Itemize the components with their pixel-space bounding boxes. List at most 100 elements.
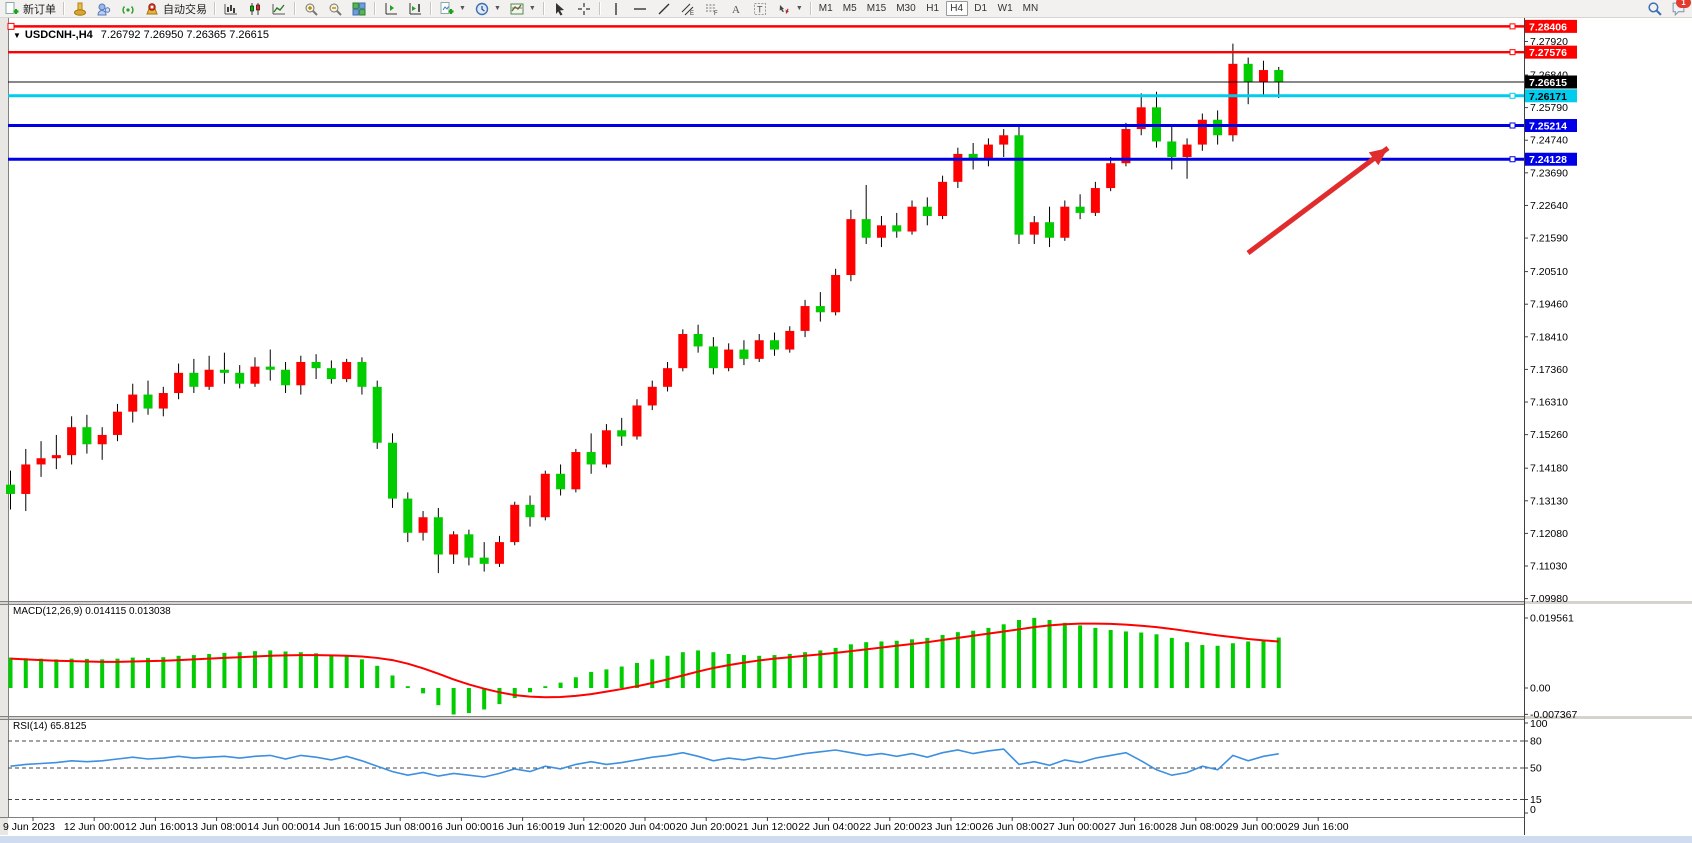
line-handle[interactable] [1509, 92, 1516, 99]
chart-shift-button[interactable] [379, 1, 403, 17]
timeframe-button-MN[interactable]: MN [1019, 1, 1043, 16]
search-icon[interactable] [1646, 1, 1662, 16]
fibonacci-tool-button[interactable]: F [700, 1, 724, 17]
candle [1029, 222, 1039, 235]
candle [388, 442, 397, 499]
vertical-line-tool-button[interactable] [604, 1, 628, 17]
candle [922, 206, 932, 217]
time-axis-label: 19 Jun 12:00 [553, 821, 614, 833]
candle [1213, 119, 1223, 136]
autotrade-label: 自动交易 [163, 3, 207, 16]
toolbar-separator [430, 2, 432, 15]
periods-button[interactable]: ▼ [470, 1, 505, 17]
line-handle[interactable] [1509, 156, 1516, 163]
macd-histogram-bar [665, 655, 670, 688]
line-chart-button[interactable] [267, 1, 291, 17]
time-axis-label: 20 Jun 04:00 [615, 821, 676, 833]
candle [1121, 129, 1131, 164]
text-icon: A [728, 2, 744, 16]
timeframe-button-M15[interactable]: M15 [863, 1, 890, 16]
candlestick-chart-button[interactable] [243, 1, 267, 17]
macd-histogram-bar [894, 640, 899, 688]
macd-histogram-bar [741, 655, 746, 688]
macd-histogram-bar [787, 653, 792, 688]
candle [999, 135, 1009, 145]
price-axis-tick: 7.21590 [1530, 233, 1568, 245]
candle [907, 206, 917, 232]
cursor-tool-button[interactable] [548, 1, 572, 17]
zoom-out-button[interactable] [323, 1, 347, 17]
auto-scroll-button[interactable] [403, 1, 427, 17]
macd-histogram-bar [680, 652, 685, 688]
candle [785, 330, 795, 350]
bar-chart-button[interactable] [219, 1, 243, 17]
macd-histogram-bar [833, 647, 838, 688]
macd-histogram-bar [23, 658, 28, 688]
candle [800, 306, 810, 331]
candle [1045, 222, 1055, 238]
arrows-tool-button[interactable]: ▼ [772, 1, 807, 17]
macd-histogram-bar [8, 657, 13, 688]
candle [968, 153, 978, 161]
macd-histogram-bar [1246, 641, 1251, 688]
svg-text:A: A [732, 4, 740, 16]
arrow-annotation[interactable] [1246, 146, 1390, 255]
candle [449, 534, 459, 555]
candle [1075, 206, 1085, 213]
toolbar-separator [294, 2, 296, 15]
timeframe-button-M5[interactable]: M5 [839, 1, 861, 16]
macd-histogram-bar [1123, 631, 1128, 688]
tile-windows-button[interactable] [347, 1, 371, 17]
crosshair-tool-button[interactable] [572, 1, 596, 17]
timeframe-button-H1[interactable]: H1 [922, 1, 944, 16]
dropdown-arrow-icon: ▼ [795, 5, 803, 12]
horizontal-line-tool-button[interactable] [628, 1, 652, 17]
candle [754, 340, 764, 359]
candle [235, 372, 245, 384]
line-handle[interactable] [1509, 23, 1516, 30]
metaeditor-button[interactable] [68, 1, 92, 17]
macd-histogram-bar [910, 639, 915, 688]
timeframe-button-D1[interactable]: D1 [970, 1, 992, 16]
trendline-tool-button[interactable] [652, 1, 676, 17]
equidistant-channel-icon: E [680, 2, 696, 16]
chart-header: ▼ USDCNH-,H4 7.26792 7.26950 7.26365 7.266… [13, 29, 269, 41]
macd-histogram-bar [207, 653, 212, 688]
line-handle[interactable] [1509, 49, 1516, 56]
macd-histogram-bar [482, 688, 487, 710]
horizontal-line-icon [632, 2, 648, 16]
timeframe-button-H4[interactable]: H4 [945, 1, 968, 16]
new-order-button[interactable]: 新订单 [0, 1, 60, 17]
time-axis-label: 28 Jun 08:00 [1165, 821, 1226, 833]
time-axis-label: 20 Jun 20:00 [676, 821, 737, 833]
time-axis-label: 14 Jun 16:00 [309, 821, 370, 833]
dropdown-arrow-icon: ▼ [459, 5, 466, 12]
signals-button[interactable] [116, 1, 140, 17]
macd-histogram-bar [1108, 630, 1113, 688]
candle [632, 405, 642, 437]
line-handle[interactable] [1509, 122, 1516, 129]
text-tool-button[interactable]: A [724, 1, 748, 17]
autotrade-button[interactable]: 自动交易 [140, 1, 211, 17]
timeframe-button-W1[interactable]: W1 [994, 1, 1017, 16]
macd-histogram-bar [634, 662, 639, 688]
zoom-in-button[interactable] [299, 1, 323, 17]
community-button[interactable] [92, 1, 116, 17]
notifications-icon[interactable]: 1 [1670, 0, 1691, 16]
candle [983, 144, 993, 161]
channel-tool-button[interactable]: E [676, 1, 700, 17]
candle [342, 361, 352, 380]
macd-histogram-bar [161, 657, 166, 688]
templates-button[interactable]: ▼ [505, 1, 540, 17]
text-label-tool-button[interactable]: T [748, 1, 772, 17]
new-chart-button[interactable]: ▼ [435, 1, 470, 17]
candle [311, 361, 321, 369]
candle [433, 517, 443, 555]
timeframe-button-M30[interactable]: M30 [892, 1, 919, 16]
candle [831, 275, 841, 313]
timeframe-button-M1[interactable]: M1 [815, 1, 837, 16]
candle [938, 181, 948, 217]
candle [1060, 206, 1070, 238]
chart-menu-icon[interactable]: ▼ [13, 31, 21, 40]
